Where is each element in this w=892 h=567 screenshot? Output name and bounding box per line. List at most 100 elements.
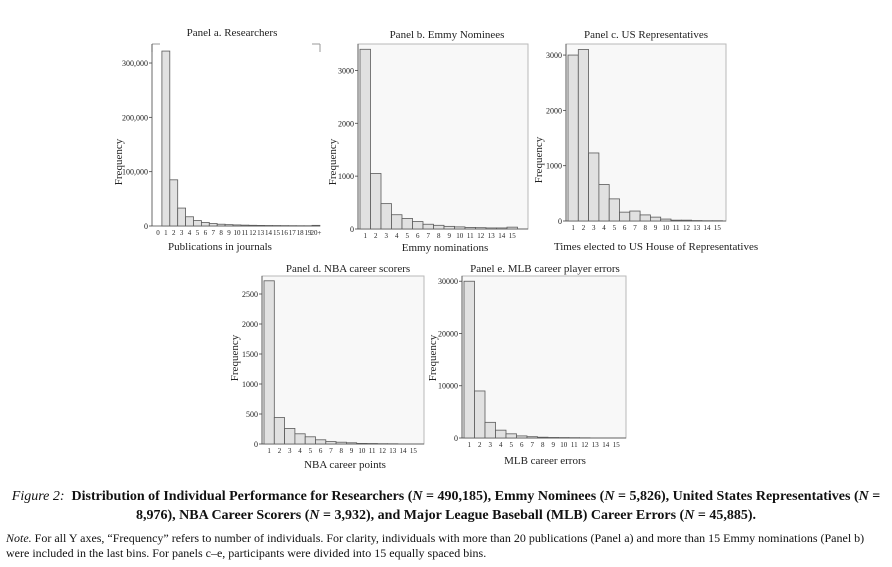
x-tick-label: 5 (510, 441, 514, 449)
x-tick-label: 4 (395, 232, 399, 240)
x-tick-label: 6 (319, 447, 323, 455)
panel-b-frame (357, 43, 529, 230)
caption-part-1: Distribution of Individual Performance f… (71, 489, 413, 504)
panel-e-ylabel: Frequency (427, 334, 439, 381)
x-tick-label: 2 (374, 232, 378, 240)
bar-8 (433, 224, 445, 230)
x-tick-label: 19 (305, 229, 313, 237)
bar-3 (484, 421, 496, 439)
bar-5 (505, 433, 517, 439)
bar-7 (629, 210, 641, 222)
panel-d-xlabel: NBA career points (304, 459, 386, 471)
note-label: Note. (6, 531, 32, 545)
y-tick-label: 0 (558, 217, 562, 226)
x-tick-label: 6 (204, 229, 208, 237)
x-tick-label: 13 (693, 224, 701, 232)
x-tick-label: 12 (581, 441, 589, 449)
bar-5 (608, 198, 620, 222)
n-symbol-4: N (309, 508, 320, 523)
panel-c: Panel c. US Representatives Times electe… (528, 22, 788, 262)
bar-6 (315, 439, 327, 445)
bar-5 (304, 436, 316, 445)
x-tick-label: 13 (488, 232, 496, 240)
panel-e-title: Panel e. MLB career player errors (470, 263, 620, 275)
x-tick-label: 11 (467, 232, 474, 240)
bar-8 (216, 223, 226, 227)
y-tick-label: 1000 (546, 162, 562, 171)
figure-caption: Figure 2: Distribution of Individual Per… (0, 487, 892, 525)
bar-10 (232, 224, 242, 227)
bar-13 (256, 225, 265, 227)
bar-11 (670, 219, 682, 222)
x-tick-label: 11 (673, 224, 680, 232)
bar-6 (619, 211, 631, 222)
y-tick-label: 2000 (338, 119, 354, 128)
x-tick-label: 3 (592, 224, 596, 232)
x-tick-label: 9 (552, 441, 556, 449)
chart-representatives: Panel c. US Representatives Times electe… (533, 29, 758, 253)
bar-2 (474, 390, 486, 439)
y-tick-label: 0 (350, 225, 354, 234)
x-tick-label: 4 (188, 229, 192, 237)
note-text: For all Y axes, “Frequency” refers to nu… (6, 531, 865, 560)
panel-b-ylabel: Frequency (327, 138, 339, 185)
x-tick-label: 15 (509, 232, 517, 240)
caption-part-3: = 5,826), United States Representatives … (614, 489, 859, 504)
x-tick-label: 2 (478, 441, 482, 449)
bar-5 (193, 220, 202, 227)
chart-nba: Panel d. NBA career scorers NBA career p… (229, 263, 425, 471)
y-tick-label: 2500 (242, 290, 258, 299)
figure-label: Figure 2: (11, 489, 65, 504)
x-tick-label: 18 (297, 229, 305, 237)
bar-4 (185, 216, 194, 227)
y-tick-label: 3000 (546, 51, 562, 60)
x-tick-label: 7 (531, 441, 535, 449)
bar-13 (485, 227, 497, 230)
x-tick-label: 9 (227, 229, 231, 237)
bar-8 (335, 441, 347, 445)
bar-1 (263, 280, 275, 445)
x-tick-label: 8 (541, 441, 545, 449)
bar-2 (169, 179, 179, 227)
bar-6 (412, 221, 424, 230)
bar-2 (577, 49, 589, 222)
x-tick-label: 7 (329, 447, 333, 455)
bar-1 (161, 50, 171, 227)
n-symbol-2: N (604, 489, 615, 504)
bar-7 (526, 436, 538, 439)
bar-12 (248, 224, 258, 227)
x-tick-label: 13 (592, 441, 600, 449)
x-tick-label: 13 (389, 447, 397, 455)
bar-1 (463, 280, 475, 439)
x-tick-label: 2 (582, 224, 586, 232)
x-tick-label: 15 (273, 229, 281, 237)
bar-12 (680, 219, 693, 222)
panel-c-xlabel: Times elected to US House of Representat… (554, 241, 758, 253)
y-tick-label: 1000 (338, 172, 354, 181)
bar-10 (660, 218, 672, 222)
bar-6 (201, 222, 210, 227)
bar-2 (273, 417, 285, 445)
panel-d-title: Panel d. NBA career scorers (286, 263, 410, 275)
x-tick-label: 4 (499, 441, 503, 449)
y-tick-label: 200,000 (122, 113, 148, 122)
x-tick-label: 12 (379, 447, 387, 455)
x-tick-label: 14 (498, 232, 506, 240)
n-symbol-5: N (684, 508, 695, 523)
x-tick-label: 10 (358, 447, 366, 455)
x-tick-label: 2 (278, 447, 282, 455)
x-tick-label: 7 (633, 224, 637, 232)
x-tick-label: 3 (288, 447, 292, 455)
y-tick-label: 1000 (242, 380, 258, 389)
x-tick-label: 14 (602, 441, 610, 449)
panel-d-frame (261, 275, 425, 445)
caption-part-6: = 45,885). (694, 508, 756, 523)
bar-9 (443, 225, 455, 230)
y-tick-label: 20000 (438, 329, 458, 338)
n-symbol-1: N (412, 489, 423, 504)
bar-4 (495, 429, 507, 439)
bar-10 (454, 226, 466, 230)
